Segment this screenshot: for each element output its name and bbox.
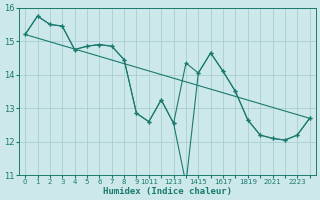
X-axis label: Humidex (Indice chaleur): Humidex (Indice chaleur) xyxy=(103,187,232,196)
